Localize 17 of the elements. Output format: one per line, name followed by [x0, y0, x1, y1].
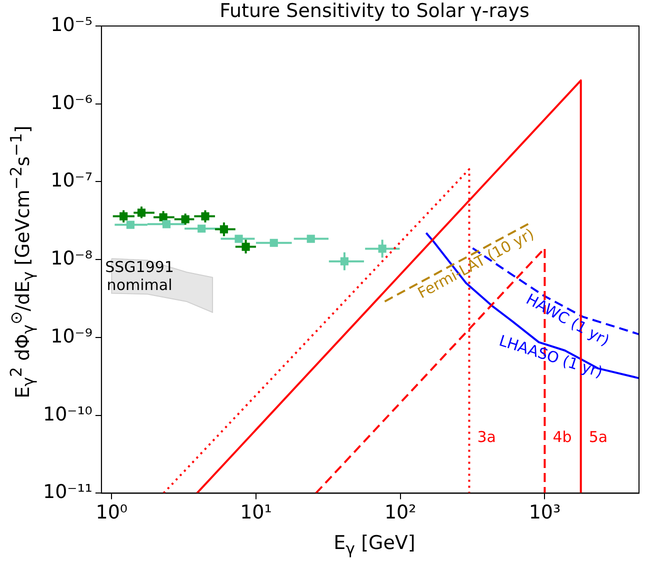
x-tick-label: 10⁰: [96, 502, 128, 524]
series-label: 3a: [477, 428, 496, 446]
y-tick-label: 10⁻¹¹: [42, 481, 92, 504]
y-tick-label: 10⁻⁶: [50, 92, 92, 114]
y-tick-label: 10⁻⁵: [50, 14, 92, 36]
y-tick-label: 10⁻⁷: [50, 170, 92, 192]
y-tick-label: 10⁻⁸: [50, 248, 92, 270]
y-tick-label: 10⁻¹⁰: [42, 403, 92, 426]
x-tick-label: 10³: [528, 502, 561, 524]
y-tick-label: 10⁻⁹: [50, 325, 92, 348]
x-tick-label: 10²: [384, 502, 416, 524]
series-label: 5a: [588, 428, 608, 446]
chart-title: Future Sensitivity to Solar γ-rays: [218, 0, 530, 22]
series-label: 4b: [552, 428, 572, 446]
x-tick-label: 10¹: [240, 502, 272, 524]
annotation: SSG1991 nomimal: [105, 258, 174, 294]
x-axis-title: E$_{γ}$ [GeV]: [332, 532, 416, 558]
